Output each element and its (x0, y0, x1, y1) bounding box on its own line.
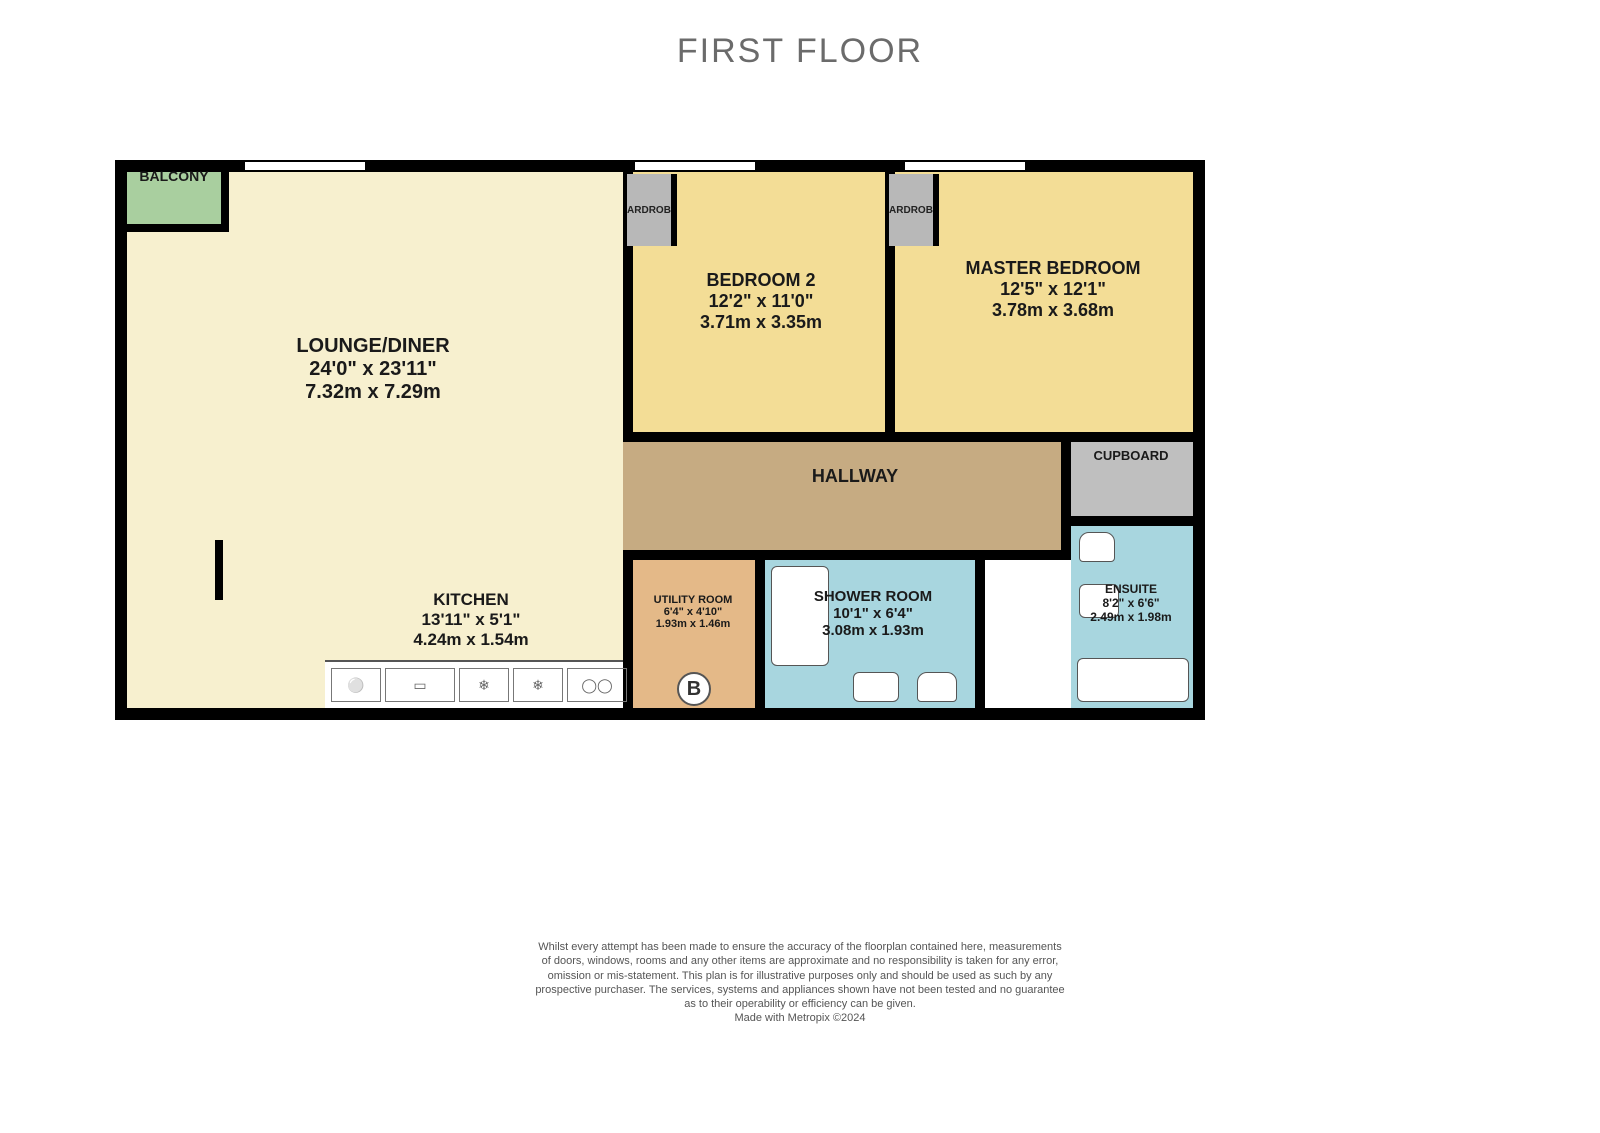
floorplan: BALCONYLOUNGE/DINER24'0" x 23'11"7.32m x… (115, 160, 1205, 720)
window (635, 160, 755, 172)
kitchen-appliance: ◯◯ (567, 668, 627, 702)
room-dim-imperial: 12'5" x 12'1" (913, 279, 1193, 300)
boiler-icon: B (677, 672, 711, 706)
disclaimer-text: Whilst every attempt has been made to en… (0, 940, 1600, 1026)
disclaimer-line: as to their operability or efficiency ca… (280, 997, 1320, 1011)
room-dim-metric: 3.78m x 3.68m (913, 300, 1193, 321)
room-label-hallway: HALLWAY (715, 466, 995, 487)
room-dim-imperial: 24'0" x 23'11" (233, 358, 513, 381)
kitchen-counter: ⚪▭❄❄◯◯ (325, 660, 623, 708)
kitchen-appliance: ▭ (385, 668, 455, 702)
disclaimer-line: Whilst every attempt has been made to en… (280, 940, 1320, 954)
shower-room-toilet (917, 672, 957, 702)
room-name: SHOWER ROOM (733, 588, 1013, 605)
room-dim-metric: 2.49m x 1.98m (991, 610, 1271, 624)
room-dim-metric: 4.24m x 1.54m (331, 630, 611, 650)
inner-wall (623, 432, 1205, 442)
room-label-kitchen: KITCHEN13'11" x 5'1"4.24m x 1.54m (331, 590, 611, 650)
outer-wall (115, 160, 127, 720)
room-label-bed2: BEDROOM 212'2" x 11'0"3.71m x 3.35m (621, 270, 901, 333)
disclaimer-line: prospective purchaser. The services, sys… (280, 983, 1320, 997)
room-name: LOUNGE/DINER (233, 335, 513, 358)
window (905, 160, 1025, 172)
room-label-lounge: LOUNGE/DINER24'0" x 23'11"7.32m x 7.29m (233, 335, 513, 404)
room-dim-imperial: 10'1" x 6'4" (733, 605, 1013, 622)
inner-wall (215, 540, 223, 600)
ensuite-toilet (1079, 532, 1115, 562)
inner-wall (1061, 516, 1205, 526)
room-name: BALCONY (34, 168, 314, 184)
disclaimer-line: of doors, windows, rooms and any other i… (280, 954, 1320, 968)
room-name: MASTER BEDROOM (913, 258, 1193, 279)
room-dim-imperial: 13'11" x 5'1" (331, 610, 611, 630)
room-dim-metric: 7.32m x 7.29m (233, 381, 513, 404)
shower-room-basin (853, 672, 899, 702)
room-name: HALLWAY (715, 466, 995, 487)
room-dim-imperial: 12'2" x 11'0" (621, 291, 901, 312)
disclaimer-line: omission or mis-statement. This plan is … (280, 969, 1320, 983)
room-dim-metric: 3.71m x 3.35m (621, 312, 901, 333)
room-label-cupboard: CUPBOARD (991, 448, 1271, 463)
room-name: KITCHEN (331, 590, 611, 610)
page-title: FIRST FLOOR (0, 32, 1600, 71)
room-dim-metric: 3.08m x 1.93m (733, 622, 1013, 639)
wardrobe: ARDROB (889, 174, 939, 246)
inner-wall (623, 550, 1061, 560)
kitchen-appliance: ❄ (459, 668, 509, 702)
outer-wall (115, 708, 1205, 720)
room-dim-imperial: 8'2" x 6'6" (991, 596, 1271, 610)
kitchen-appliance: ❄ (513, 668, 563, 702)
room-label-ensuite: ENSUITE8'2" x 6'6"2.49m x 1.98m (991, 582, 1271, 624)
room-label-master: MASTER BEDROOM12'5" x 12'1"3.78m x 3.68m (913, 258, 1193, 321)
room-name: BEDROOM 2 (621, 270, 901, 291)
disclaimer-line: Made with Metropix ©2024 (280, 1011, 1320, 1025)
room-label-shower: SHOWER ROOM10'1" x 6'4"3.08m x 1.93m (733, 588, 1013, 639)
room-name: ENSUITE (991, 582, 1271, 596)
ensuite-bath (1077, 658, 1189, 702)
inner-wall (127, 224, 229, 232)
kitchen-appliance: ⚪ (331, 668, 381, 702)
wardrobe: ARDROB (627, 174, 677, 246)
room-label-balcony: BALCONY (34, 168, 314, 184)
room-name: CUPBOARD (991, 448, 1271, 463)
